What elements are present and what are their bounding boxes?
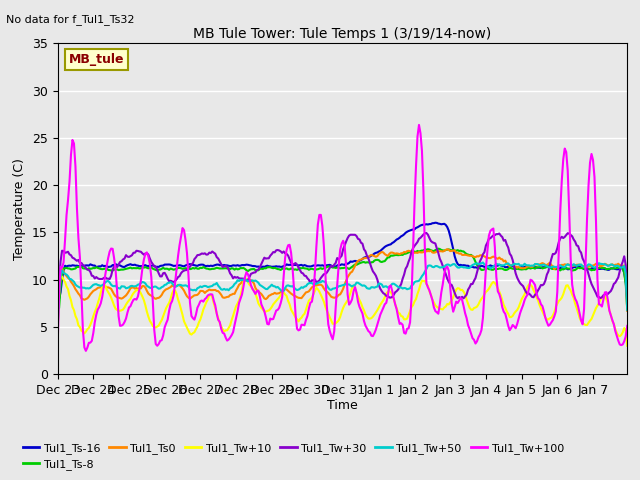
Text: MB_tule: MB_tule: [69, 53, 125, 66]
Tul1_Tw+50: [460, 264, 467, 270]
Tul1_Ts-8: [546, 264, 554, 270]
Tul1_Tw+50: [347, 283, 355, 288]
Tul1_Tw+50: [546, 264, 554, 270]
Tul1_Tw+10: [461, 292, 469, 298]
Tul1_Tw+100: [73, 205, 81, 211]
Tul1_Ts-16: [347, 259, 355, 264]
Tul1_Tw+100: [54, 345, 61, 350]
Tul1_Tw+50: [479, 260, 487, 265]
Legend: Tul1_Ts-16, Tul1_Ts-8, Tul1_Ts0, Tul1_Tw+10, Tul1_Tw+30, Tul1_Tw+50, Tul1_Tw+100: Tul1_Ts-16, Tul1_Ts-8, Tul1_Ts0, Tul1_Tw…: [19, 438, 568, 474]
X-axis label: Time: Time: [327, 398, 358, 411]
Tul1_Tw+100: [415, 122, 423, 128]
Tul1_Ts-16: [431, 220, 439, 226]
Line: Tul1_Ts-16: Tul1_Ts-16: [58, 223, 627, 299]
Tul1_Tw+50: [54, 326, 61, 332]
Tul1_Tw+30: [73, 258, 81, 264]
Tul1_Tw+50: [91, 281, 99, 287]
Tul1_Tw+30: [91, 276, 99, 281]
Tul1_Tw+10: [75, 323, 83, 328]
Tul1_Ts0: [461, 252, 469, 258]
Tul1_Ts0: [73, 288, 81, 294]
Tul1_Tw+50: [73, 283, 81, 289]
Text: No data for f_Tul1_Ts32: No data for f_Tul1_Ts32: [6, 14, 135, 25]
Tul1_Tw+30: [461, 294, 469, 300]
Tul1_Ts-16: [546, 265, 554, 271]
Tul1_Tw+30: [54, 315, 61, 321]
Tul1_Tw+100: [92, 312, 100, 318]
Tul1_Tw+100: [348, 297, 356, 302]
Tul1_Ts-8: [54, 305, 61, 311]
Tul1_Tw+30: [422, 230, 430, 236]
Tul1_Tw+30: [623, 300, 631, 306]
Tul1_Tw+30: [620, 253, 628, 259]
Tul1_Ts-16: [91, 263, 99, 268]
Y-axis label: Temperature (C): Temperature (C): [13, 158, 26, 260]
Tul1_Ts0: [623, 308, 631, 314]
Tul1_Tw+10: [546, 315, 554, 321]
Tul1_Ts-8: [435, 246, 442, 252]
Tul1_Tw+10: [57, 273, 65, 278]
Tul1_Tw+100: [623, 323, 631, 329]
Tul1_Ts0: [620, 263, 628, 268]
Tul1_Ts-16: [620, 270, 628, 276]
Tul1_Ts-16: [73, 263, 81, 268]
Tul1_Ts-8: [461, 250, 469, 256]
Tul1_Tw+10: [623, 343, 631, 348]
Tul1_Ts0: [347, 270, 355, 276]
Tul1_Ts0: [91, 287, 99, 293]
Line: Tul1_Tw+50: Tul1_Tw+50: [58, 263, 627, 329]
Tul1_Ts-8: [623, 305, 631, 311]
Tul1_Ts-16: [461, 263, 469, 268]
Tul1_Ts-8: [73, 264, 81, 270]
Tul1_Tw+100: [622, 334, 630, 339]
Tul1_Tw+10: [348, 285, 356, 291]
Tul1_Ts0: [444, 246, 451, 252]
Title: MB Tule Tower: Tule Temps 1 (3/19/14-now): MB Tule Tower: Tule Temps 1 (3/19/14-now…: [193, 27, 492, 41]
Tul1_Tw+100: [463, 315, 470, 321]
Tul1_Ts-16: [54, 296, 61, 301]
Tul1_Tw+30: [347, 232, 355, 238]
Tul1_Ts0: [54, 327, 61, 333]
Tul1_Tw+50: [620, 263, 628, 269]
Line: Tul1_Tw+10: Tul1_Tw+10: [58, 276, 627, 346]
Line: Tul1_Ts-8: Tul1_Ts-8: [58, 249, 627, 308]
Tul1_Tw+10: [54, 316, 61, 322]
Tul1_Tw+50: [623, 307, 631, 313]
Tul1_Ts-8: [91, 265, 99, 271]
Tul1_Tw+100: [82, 348, 90, 354]
Line: Tul1_Tw+100: Tul1_Tw+100: [58, 125, 627, 351]
Tul1_Ts-8: [620, 270, 628, 276]
Tul1_Tw+30: [546, 262, 554, 268]
Tul1_Ts-16: [623, 296, 631, 301]
Tul1_Tw+100: [547, 319, 555, 325]
Line: Tul1_Ts0: Tul1_Ts0: [58, 249, 627, 330]
Line: Tul1_Tw+30: Tul1_Tw+30: [58, 233, 627, 318]
Tul1_Tw+10: [620, 325, 628, 331]
Tul1_Ts0: [546, 260, 554, 265]
Tul1_Ts-8: [347, 265, 355, 271]
Tul1_Tw+10: [92, 306, 100, 312]
